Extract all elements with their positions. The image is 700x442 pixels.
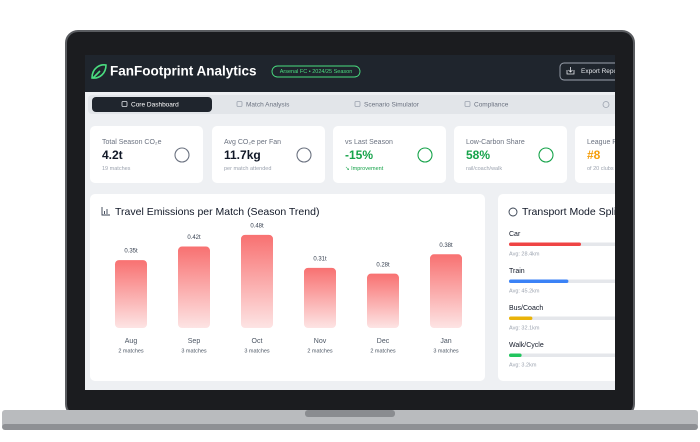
kpi-icon (660, 148, 674, 162)
x-tick-sublabel: 3 matches (433, 348, 459, 354)
chart-icon (101, 207, 110, 216)
kpi-note: of 20 clubs (587, 166, 614, 172)
season-badge-text: Arsenal FC • 2024/25 Season (280, 69, 353, 75)
kpi-icon (296, 147, 312, 163)
x-tick-sublabel: 3 matches (181, 348, 207, 354)
mode-name: Car (509, 231, 521, 238)
transport-icon (508, 207, 518, 217)
mode-name: Train (509, 268, 525, 275)
mode-bar (509, 353, 522, 357)
mode-name: Bus/Coach (509, 305, 543, 312)
mode-avg: Avg: 45.2km (509, 288, 540, 294)
notch (305, 410, 395, 417)
kpi-note: 19 matches (102, 166, 131, 172)
kpi-card (454, 126, 567, 183)
laptop-base (2, 410, 698, 428)
screen: FanFootprint Analytics Arsenal FC • 2024… (85, 55, 674, 390)
mode-track (509, 316, 615, 320)
app-title: FanFootprint Analytics (110, 64, 257, 79)
kpi-value: 11.7kg (224, 148, 261, 162)
tab-label[interactable]: Compliance (474, 102, 509, 109)
x-tick-label: Oct (252, 338, 263, 345)
export-button[interactable] (559, 62, 640, 81)
tab-bar (88, 95, 615, 114)
kpi-value: #8 (587, 148, 601, 162)
bar-value-label: 0.35t (124, 249, 138, 255)
kpi-value: -15% (345, 148, 373, 162)
kpi-note: per match attended (224, 166, 271, 172)
mode-avg: Avg: 28.4km (509, 251, 540, 257)
bar-value-label: 0.38t (439, 243, 453, 249)
app-header (85, 55, 615, 92)
kpi-label: Total Season CO₂e (102, 139, 162, 146)
bar (430, 254, 462, 328)
logo-icon (91, 64, 107, 79)
kpi-label: League Position (587, 139, 637, 146)
bar (178, 246, 210, 328)
mode-avg: Avg: 32.1km (509, 325, 540, 331)
bar (115, 260, 147, 328)
bar (304, 267, 336, 328)
mode-bar (509, 316, 533, 320)
kpi-label: vs Last Season (345, 139, 393, 146)
mode-avg: Avg: 3.2km (509, 362, 537, 368)
tab-active[interactable] (92, 97, 212, 112)
season-badge (271, 65, 361, 78)
x-tick-label: Nov (314, 338, 327, 345)
tab-icon (121, 101, 128, 107)
x-tick-label: Aug (125, 338, 138, 345)
kpi-icon (174, 147, 190, 163)
mode-bar (509, 279, 569, 283)
kpi-card (90, 126, 203, 183)
kpi-value: 58% (466, 148, 490, 162)
x-tick-label: Sep (188, 338, 201, 345)
kpi-icon (417, 147, 433, 163)
mode-track (509, 353, 615, 357)
tab-icon (236, 101, 243, 107)
export-button-text[interactable]: Export Report (581, 68, 621, 75)
transport-title: Transport Mode Split (522, 206, 619, 218)
mode-name: Walk/Cycle (509, 342, 544, 349)
bar-value-label: 0.28t (376, 262, 390, 268)
export-icon (566, 67, 575, 75)
tab-label[interactable]: Match Analysis (246, 102, 290, 109)
x-tick-sublabel: 2 matches (370, 348, 396, 354)
kpi-label: Avg CO₂e per Fan (224, 139, 281, 146)
kpi-note: rail/coach/walk (466, 166, 502, 172)
x-tick-label: Dec (377, 338, 390, 345)
x-tick-sublabel: 2 matches (307, 348, 333, 354)
kpi-card (575, 126, 615, 183)
kpi-card (212, 126, 325, 183)
transport-panel (498, 194, 615, 381)
chart-title: Travel Emissions per Match (Season Trend… (115, 206, 319, 218)
bar-value-label: 0.42t (187, 235, 201, 241)
kpi-value: 4.2t (102, 148, 123, 162)
kpi-label: Low-Carbon Share (466, 139, 525, 146)
base-shadow (2, 424, 698, 430)
chart-panel (90, 194, 485, 381)
tab-label[interactable]: Scenario Simulator (364, 102, 420, 109)
tab-label[interactable]: Core Dashboard (131, 102, 179, 109)
bar (241, 234, 273, 328)
bar-value-label: 0.31t (313, 256, 327, 262)
tab-icon (464, 101, 471, 107)
x-tick-sublabel: 2 matches (118, 348, 144, 354)
tab-icon (602, 101, 610, 108)
mode-bar (509, 242, 581, 246)
kpi-card (333, 126, 446, 183)
tab-icon (354, 101, 361, 107)
x-tick-sublabel: 3 matches (244, 348, 270, 354)
bar-value-label: 0.48t (250, 223, 264, 229)
bar (367, 273, 399, 328)
kpi-icon (538, 147, 554, 163)
kpi-note: ↘ Improvement (345, 166, 384, 172)
x-tick-label: Jan (440, 338, 451, 345)
